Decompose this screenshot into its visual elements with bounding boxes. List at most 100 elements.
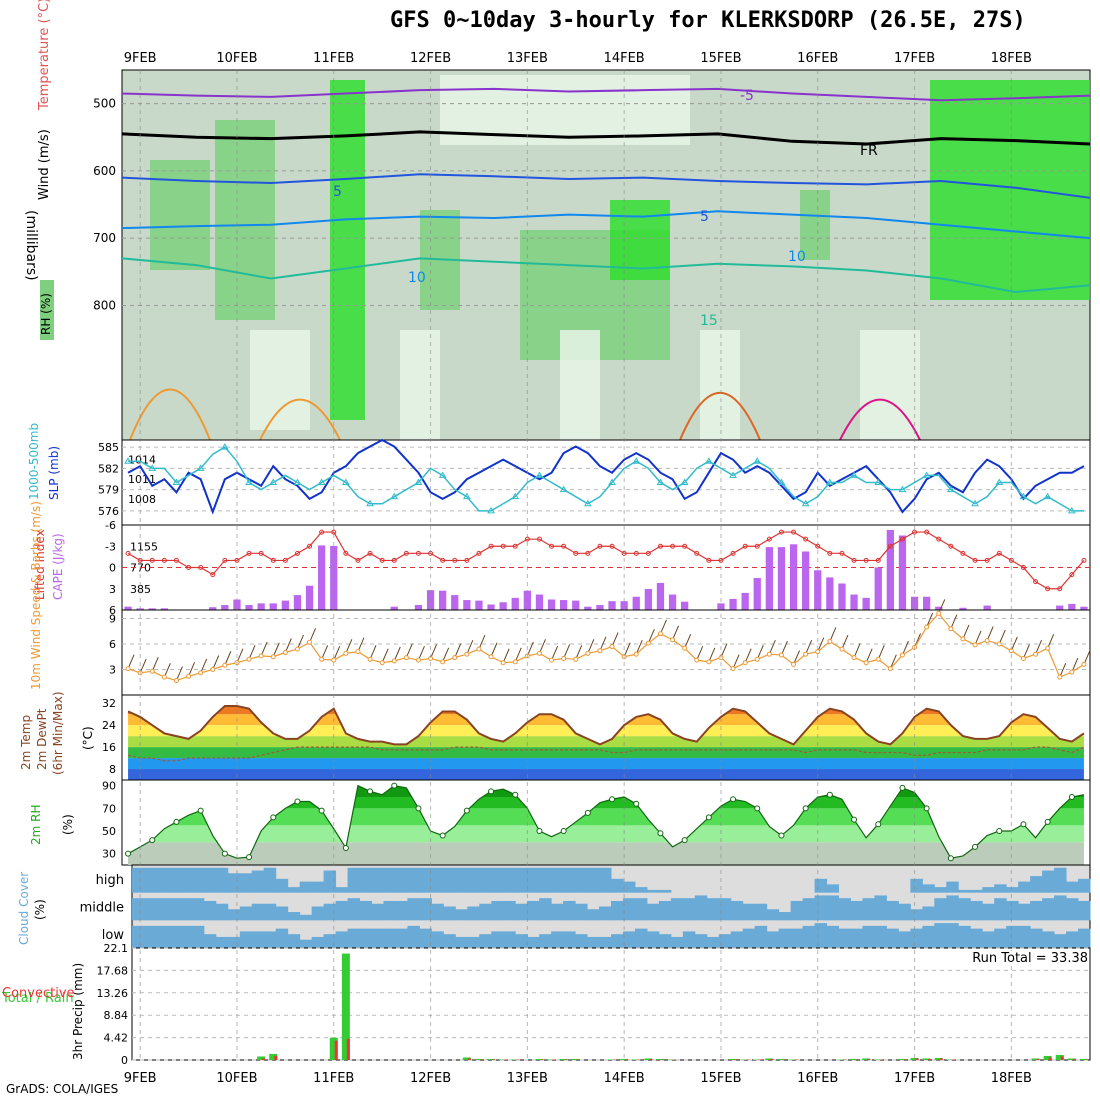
cloud-cell-low xyxy=(814,923,828,948)
cloud-cell-low xyxy=(239,931,253,948)
cloud-cell-high xyxy=(814,878,828,893)
li-axis-label: Lifted Index xyxy=(33,529,47,600)
precip-total-bar xyxy=(269,1053,278,1060)
cloud-cell-high xyxy=(922,884,935,893)
lifted-index-point xyxy=(851,557,857,563)
precip-total-bar xyxy=(934,1057,943,1060)
wind-speed-point xyxy=(827,638,833,644)
rh-point xyxy=(463,807,470,814)
minmax-axis-label: (6hr Min/Max) xyxy=(51,692,65,776)
precip-conv-bar xyxy=(467,1058,471,1060)
cloud-cell-middle xyxy=(790,900,804,921)
cloud-cell-low xyxy=(311,936,325,948)
precip-conv-bar xyxy=(504,1059,508,1060)
wind-speed-point xyxy=(161,674,167,680)
cloud-cell-high xyxy=(143,867,157,893)
contour-label: 10 xyxy=(788,249,806,265)
lifted-index-point xyxy=(899,536,905,542)
cloud-cell-middle xyxy=(1018,903,1031,921)
wind-speed-point xyxy=(875,656,881,662)
cloud-cell-low xyxy=(1030,928,1043,948)
cape-bar xyxy=(596,605,604,610)
cloud-cell-low xyxy=(563,931,576,948)
wind-speed-point xyxy=(319,656,325,662)
wind-speed-point xyxy=(415,657,421,663)
lifted-index-point xyxy=(742,543,748,549)
slp-axis-label: SLP (mb) xyxy=(47,446,61,500)
cloud-cell-middle xyxy=(1054,895,1067,921)
rh-point xyxy=(1068,794,1075,800)
cloud-cell-high xyxy=(299,881,313,893)
cloud-cell-low xyxy=(634,928,648,948)
lifted-index-point xyxy=(573,550,579,556)
wind-speed-point xyxy=(512,659,518,665)
lifted-index-point xyxy=(984,557,990,563)
wind-speed-point xyxy=(597,648,603,654)
wind-speed-point xyxy=(960,636,966,642)
precip-conv-bar xyxy=(758,1059,762,1060)
li-tick: 3 xyxy=(109,583,116,596)
y-tick-label: 500 xyxy=(93,97,116,111)
wind-barb xyxy=(526,641,534,657)
li-tick: -3 xyxy=(105,540,116,553)
cloud-cell-low xyxy=(407,925,420,948)
cloud-cell-middle xyxy=(132,898,145,921)
cape-bar xyxy=(959,607,967,610)
cloud-cell-low xyxy=(1042,931,1055,948)
cape-bar xyxy=(910,596,919,610)
lifted-index-point xyxy=(657,543,663,549)
date-axes: 9FEB 9FEB 10FEB 10FEB 11FEB 11FEB 12FEB 12FEB 13… xyxy=(124,51,1032,1086)
precip-conv-bar xyxy=(1048,1057,1052,1060)
precip-total-bar xyxy=(910,1057,919,1060)
slp-thickness-panel: 576 579 582 585 1008 1011 1014 1000-500mb SLP (m… xyxy=(27,423,1091,526)
rh-patch xyxy=(700,330,740,440)
cloud-cell-low xyxy=(395,928,408,948)
cape-bar xyxy=(572,600,580,610)
cloud-cell-middle xyxy=(323,903,337,921)
cape-bar xyxy=(269,603,277,610)
wind-barb xyxy=(309,628,317,643)
wind-speed-point xyxy=(452,655,458,661)
cloud-cell-middle xyxy=(467,906,480,921)
date-tick-bottom: 15FEB xyxy=(700,1071,741,1086)
thickness-marker xyxy=(608,478,616,485)
lifted-index-point xyxy=(1057,586,1063,592)
cloud-cell-low xyxy=(443,934,456,948)
rh-point xyxy=(367,788,374,795)
precip-total-bar xyxy=(1043,1055,1052,1060)
lifted-index-point xyxy=(452,557,458,563)
wind-speed-point xyxy=(948,626,954,632)
cape-bar xyxy=(318,545,326,610)
rh-point xyxy=(972,843,979,850)
wind-barb xyxy=(926,612,934,628)
cloud-cell-high xyxy=(275,878,289,893)
lifted-index-point xyxy=(597,543,603,549)
wind-barb xyxy=(696,645,704,661)
cloud-cell-middle xyxy=(455,909,468,921)
cloud-cover-panel: high middle low Cloud Cover (%) xyxy=(17,864,1091,949)
thickness-marker xyxy=(559,485,568,493)
wind-speed-point xyxy=(488,654,494,660)
lifted-index-point xyxy=(222,557,228,563)
precip-conv-bar xyxy=(564,1059,568,1060)
cloud-cell-middle xyxy=(383,900,396,921)
rh-line xyxy=(127,784,1085,859)
precip-conv-bar xyxy=(516,1059,520,1060)
rh-point xyxy=(875,821,882,828)
cloud-cell-high xyxy=(539,867,552,893)
cloud-cell-low xyxy=(1006,925,1019,948)
cloud-cell-middle xyxy=(934,898,947,921)
lifted-index-point xyxy=(803,536,809,542)
wind-speed-point xyxy=(246,656,252,662)
lifted-index-point xyxy=(355,557,361,563)
precip-total-bar xyxy=(729,1058,738,1060)
lifted-index-point xyxy=(863,557,869,563)
side-label-wind: Wind (m/s) xyxy=(37,129,52,200)
cape-bar xyxy=(765,547,773,610)
lifted-index-point xyxy=(173,557,179,563)
cloud-cell-high xyxy=(551,867,564,893)
cloud-cell-middle xyxy=(754,903,768,921)
date-tick-bottom: 16FEB xyxy=(797,1071,838,1086)
cloud-cell-middle xyxy=(599,906,612,921)
cloud-cell-middle xyxy=(287,912,301,921)
